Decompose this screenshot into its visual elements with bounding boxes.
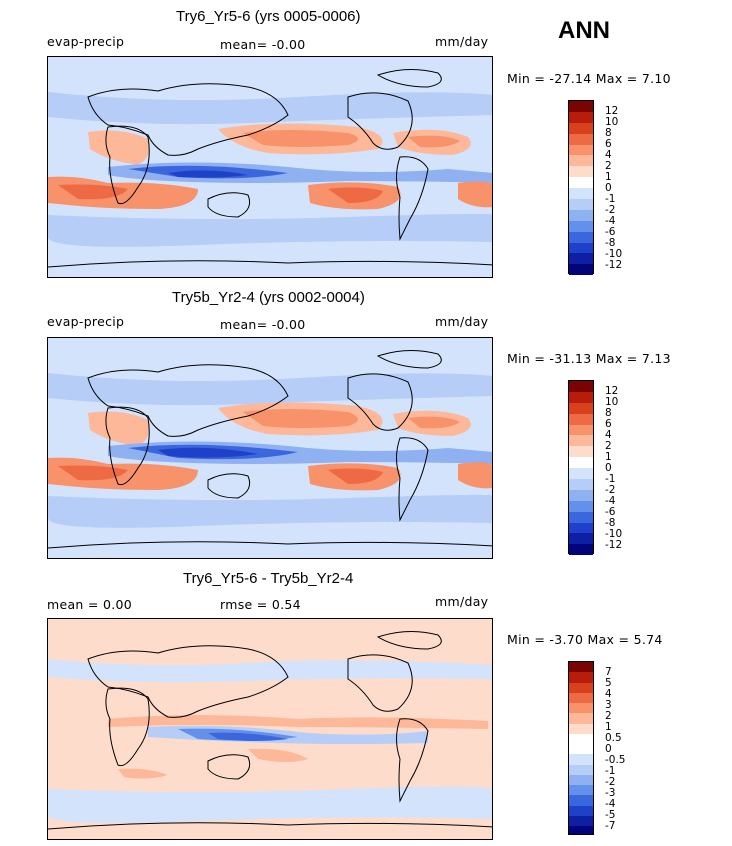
- panel1-units-label: mm/day: [435, 34, 489, 49]
- panel1-tick: -10: [605, 248, 623, 260]
- panel2-tick: 8: [605, 407, 612, 419]
- panel1-tick: 1: [605, 171, 612, 183]
- panel2-tick: 1: [605, 451, 612, 463]
- panel1-map: [47, 56, 493, 278]
- panel3-tick: 1: [605, 721, 612, 733]
- panel2-tick: -2: [605, 484, 616, 496]
- panel2-map: [47, 337, 493, 559]
- panel1-minmax: Min = -27.14 Max = 7.10: [507, 71, 671, 86]
- panel1-mean-label: mean= -0.00: [220, 37, 306, 52]
- panel1-colorbar: [568, 100, 594, 275]
- panel3-tick: -4: [605, 798, 616, 810]
- panel3-tick: 2: [605, 710, 612, 722]
- panel2-tick: -12: [605, 539, 623, 551]
- panel2-tick: 0: [605, 462, 612, 474]
- panel1-tick: -1: [605, 193, 616, 205]
- panel2-variable-label: evap-precip: [47, 314, 125, 329]
- panel3-tick: -7: [605, 820, 616, 832]
- panel3-tick: 0.5: [605, 732, 622, 744]
- panel1-tick: -8: [605, 237, 616, 249]
- panel3-tick: 5: [605, 677, 612, 689]
- panel2-tick: -6: [605, 506, 616, 518]
- panel2-tick: 12: [605, 385, 619, 397]
- panel1-title: Try6_Yr5-6 (yrs 0005-0006): [176, 8, 361, 25]
- panel2-colorbar: [568, 380, 594, 555]
- panel3-title: Try6_Yr5-6 - Try5b_Yr2-4: [183, 570, 354, 587]
- panel3-tick: 3: [605, 699, 612, 711]
- panel3-tick: 7: [605, 666, 612, 678]
- panel3-colorbar: [568, 661, 594, 835]
- panel2-tick: 10: [605, 396, 619, 408]
- panel1-tick: -2: [605, 204, 616, 216]
- panel3-rmse-label: rmse = 0.54: [220, 597, 301, 612]
- panel1-tick: 10: [605, 116, 619, 128]
- panel3-units-label: mm/day: [435, 594, 489, 609]
- panel1-tick: 8: [605, 127, 612, 139]
- panel2-units-label: mm/day: [435, 314, 489, 329]
- panel1-tick: 4: [605, 149, 612, 161]
- panel3-map: [47, 618, 493, 840]
- panel1-tick: 2: [605, 160, 612, 172]
- panel2-tick: 2: [605, 440, 612, 452]
- panel3-tick: 4: [605, 688, 612, 700]
- panel2-tick: 4: [605, 429, 612, 441]
- panel2-tick: -10: [605, 528, 623, 540]
- panel2-tick: -4: [605, 495, 616, 507]
- season-label: ANN: [558, 17, 610, 44]
- panel3-mean-label: mean = 0.00: [47, 597, 133, 612]
- panel2-tick: -1: [605, 473, 616, 485]
- panel3-tick: -0.5: [605, 754, 626, 766]
- panel1-tick: -6: [605, 226, 616, 238]
- panel1-tick: 0: [605, 182, 612, 194]
- panel3-minmax: Min = -3.70 Max = 5.74: [507, 632, 663, 647]
- panel2-minmax: Min = -31.13 Max = 7.13: [507, 351, 671, 366]
- panel1-tick: 6: [605, 138, 612, 150]
- panel2-tick: 6: [605, 418, 612, 430]
- panel1-tick: -12: [605, 259, 623, 271]
- panel3-tick: -2: [605, 776, 616, 788]
- panel1-tick: -4: [605, 215, 616, 227]
- panel2-mean-label: mean= -0.00: [220, 317, 306, 332]
- panel2-tick: -8: [605, 517, 616, 529]
- panel2-title: Try5b_Yr2-4 (yrs 0002-0004): [172, 289, 365, 306]
- panel3-tick: -5: [605, 809, 616, 821]
- panel3-tick: -1: [605, 765, 616, 777]
- panel1-tick: 12: [605, 105, 619, 117]
- panel3-tick: -3: [605, 787, 616, 799]
- panel1-variable-label: evap-precip: [47, 34, 125, 49]
- panel3-tick: 0: [605, 743, 612, 755]
